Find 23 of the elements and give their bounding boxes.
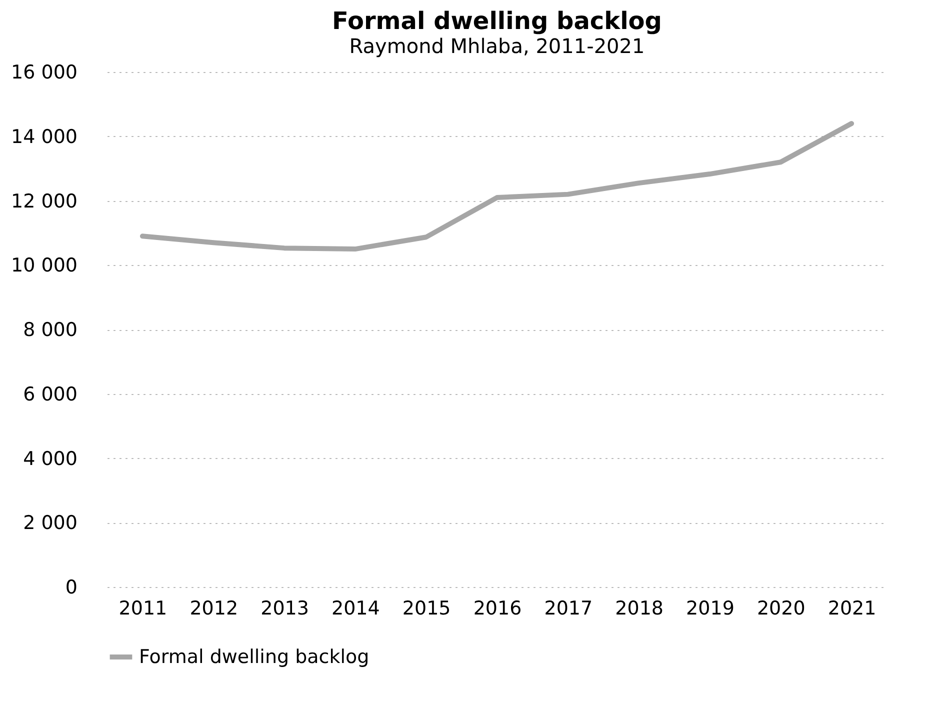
y-tick-label: 10 000: [11, 254, 78, 277]
x-tick-label: 2020: [756, 598, 806, 620]
x-tick-label: 2021: [828, 598, 876, 620]
y-tick-label: 0: [65, 576, 78, 598]
x-tick-label: 2018: [615, 598, 664, 620]
y-tick-label: 14 000: [11, 126, 78, 148]
x-tick-label: 2017: [544, 598, 593, 620]
x-tick-label: 2012: [190, 598, 238, 620]
chart-title: Formal dwelling backlog: [332, 7, 662, 35]
y-tick-label: 6 000: [23, 383, 78, 406]
x-tick-label: 2014: [332, 598, 380, 620]
x-tick-label: 2011: [118, 598, 168, 620]
y-tick-label: 2 000: [23, 512, 78, 534]
y-tick-label: 8 000: [23, 319, 78, 341]
y-tick-label: 4 000: [23, 448, 78, 470]
y-tick-label: 12 000: [11, 190, 78, 212]
chart-subtitle: Raymond Mhlaba, 2011-2021: [349, 34, 645, 58]
x-tick-label: 2015: [402, 598, 451, 620]
legend-label: Formal dwelling backlog: [139, 646, 370, 668]
y-tick-label: 16 000: [11, 62, 78, 84]
x-tick-label: 2019: [686, 598, 734, 620]
x-tick-label: 2016: [473, 598, 522, 620]
x-tick-label: 2013: [260, 598, 309, 620]
